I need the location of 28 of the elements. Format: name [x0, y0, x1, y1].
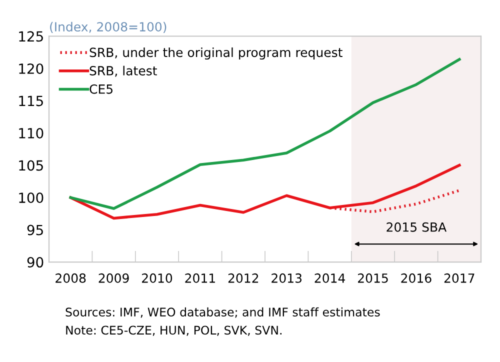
y-tick-label: 105 [19, 160, 43, 171]
x-tick-label: 2017 [444, 273, 474, 283]
x-tick-label: 2016 [401, 273, 432, 283]
source-note: Sources: IMF, WEO database; and IMF staff estimates [66, 307, 380, 318]
x-tick-label: 2012 [228, 273, 258, 283]
legend-label: SRB, under the original program request [90, 47, 342, 60]
y-tick-label: 115 [19, 96, 43, 106]
x-tick-label: 2011 [185, 273, 215, 283]
line-series [69, 58, 461, 210]
y-axis-title: (Index, 2008=100) [50, 22, 166, 33]
y-tick-label: 95 [27, 224, 43, 236]
band-label: 2015 SBA [386, 222, 447, 232]
y-tick-label: 100 [19, 192, 44, 204]
text: Note: CE5-CZE, HUN, POL, SVK, SVN. [66, 326, 282, 336]
y-tick-label: 90 [27, 257, 44, 268]
x-tick-label: 2010 [142, 273, 172, 283]
line-series [328, 189, 461, 214]
x-tick-label: 2015 [358, 273, 388, 283]
legend-label: SRB, latest [90, 66, 157, 77]
x-tick-label: 2014 [314, 273, 346, 283]
x-tick-label: 2009 [98, 273, 129, 283]
y-tick-label: 125 [19, 31, 43, 42]
y-tick-label: 110 [19, 128, 44, 138]
x-tick-label: 2013 [272, 273, 302, 283]
legend-label: CE5 [90, 84, 112, 94]
line-series [69, 164, 461, 220]
y-tick-label: 120 [19, 63, 44, 74]
x-tick-label: 2008 [56, 273, 86, 283]
